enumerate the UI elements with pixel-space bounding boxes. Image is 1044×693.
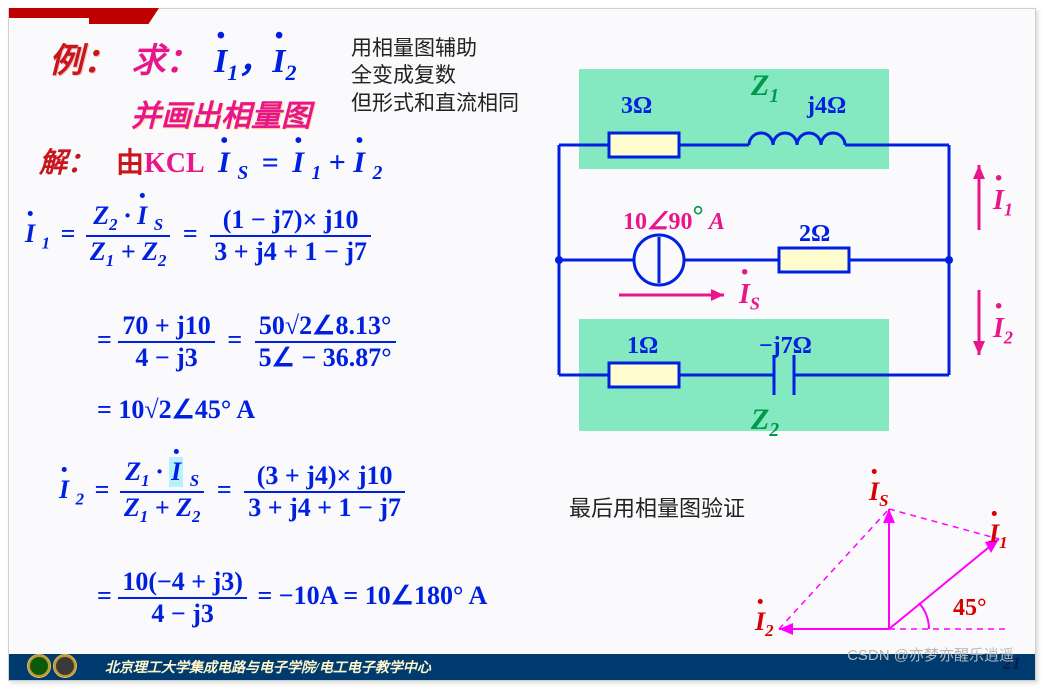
eq2-f1-den: 4 − j3: [118, 341, 214, 373]
is-sub: S: [750, 294, 760, 314]
slide-canvas: 例： 求： I1，I2 并画出相量图 用相量图辅助 全变成复数 但形式和直流相同…: [8, 8, 1036, 681]
footer-logos: [27, 654, 77, 678]
title-i2-sub: 2: [286, 60, 297, 85]
i2-arrow-label: I: [993, 313, 1004, 345]
eq4-frac1: Z1 · I S Z1 + Z2: [120, 457, 205, 527]
eq4-lhs-i: I: [59, 475, 69, 505]
label-2ohm: 2Ω: [799, 221, 830, 248]
pd-is: I: [869, 477, 879, 507]
title-i1: I: [214, 43, 227, 81]
eq1-eq: =: [61, 219, 76, 248]
eq1-lhs-sub: 1: [42, 233, 50, 252]
eq4-f2-den: 3 + j4 + 1 − j7: [244, 491, 405, 523]
kcl-i2: I: [353, 146, 365, 180]
pd-i1: I: [989, 519, 999, 549]
kcl-plus: +: [329, 146, 346, 179]
header-bar: [9, 8, 91, 18]
verify-text: 最后用相量图验证: [569, 491, 745, 523]
eq2-f2-num: 50√2∠8.13°: [255, 311, 396, 341]
label-j4: j4Ω: [807, 93, 846, 120]
eq4-f1-is: S: [190, 471, 199, 490]
pd-i2: I: [755, 607, 765, 637]
header-tab: [89, 8, 159, 24]
i2-arrow-sub: 2: [1004, 328, 1013, 348]
phasor-diagram: [759, 479, 1019, 649]
title-i1-sub: 1: [227, 60, 238, 85]
pd-is-sub: S: [879, 491, 888, 510]
kcl-is: I: [218, 146, 230, 180]
label-3ohm: 3Ω: [621, 93, 652, 120]
kcl-is-sub: S: [237, 163, 248, 184]
label-xc: −j7Ω: [759, 333, 812, 360]
eq4-lhs-sub: 2: [76, 489, 84, 508]
kcl-eq: =: [262, 146, 279, 179]
eq3: = 10√2∠45° A: [97, 395, 255, 425]
eq5-f1-den: 4 − j3: [118, 597, 247, 629]
eq1-f2-num: (1 − j7)× j10: [210, 205, 371, 235]
resistor-3ohm: [609, 133, 679, 157]
kcl-i1-sub: 1: [312, 163, 322, 184]
title-main: 求：: [132, 43, 200, 80]
eq1-f2-den: 3 + j4 + 1 − j7: [210, 235, 371, 267]
eq5-frac: 10(−4 + j3) 4 − j3: [118, 567, 247, 629]
z1-label: Z: [751, 69, 769, 102]
resistor-1ohm: [609, 363, 679, 387]
i1-arrow-label: I: [993, 185, 1004, 217]
pd-angle: 45°: [953, 595, 987, 622]
note-l1: 用相量图辅助: [351, 35, 519, 62]
kcl-i1: I: [292, 146, 304, 180]
z2-sub: 2: [769, 420, 779, 441]
z1-sub: 1: [769, 86, 779, 107]
eq1-f1-z2: 2: [109, 215, 117, 234]
pd-i1-sub: 1: [999, 533, 1007, 552]
src-unit: A: [704, 209, 725, 235]
src-ang-sym: ∠: [647, 209, 669, 235]
circuit-diagram: [549, 65, 1019, 445]
z2-label: Z: [751, 403, 769, 436]
note-l2: 全变成复数: [351, 62, 519, 89]
eq4-f2-num: (3 + j4)× j10: [244, 461, 405, 491]
eq4-f1d-z1: 1: [140, 507, 148, 526]
kcl-you: 由: [116, 148, 144, 179]
eq2-frac2: 50√2∠8.13° 5∠ − 36.87°: [255, 311, 396, 373]
kcl-label: KCL: [144, 148, 203, 179]
footer-text: 北京理工大学集成电路与电子学院/电工电子教学中心: [105, 657, 431, 677]
eq2-f1-num: 70 + j10: [118, 311, 214, 341]
eq1-frac1: Z2 · I S Z1 + Z2: [86, 201, 171, 271]
resistor-2ohm: [779, 248, 849, 272]
eq5-f1-num: 10(−4 + j3): [118, 567, 247, 597]
eq2-f2-den: 5∠ − 36.87°: [255, 341, 396, 373]
is-label: I: [739, 279, 750, 311]
pd-i2-sub: 2: [765, 621, 773, 640]
logo-2: [53, 654, 77, 678]
watermark: CSDN @亦梦亦醒乐逍遥: [847, 644, 1014, 665]
eq4-f1-z1: 1: [141, 471, 149, 490]
kcl-i2-sub: 2: [373, 163, 383, 184]
src-deg: °: [693, 201, 704, 232]
label-1ohm: 1Ω: [627, 333, 658, 360]
eq1-f1-is: S: [154, 215, 163, 234]
i1-arrow-sub: 1: [1004, 200, 1013, 220]
eq2-frac1: 70 + j10 4 − j3: [118, 311, 214, 373]
eq1-lhs-i: I: [25, 219, 35, 249]
eq4-f1d-z2: 2: [192, 507, 200, 526]
solution-prefix: 解：: [39, 148, 95, 179]
src-mag: 10: [623, 209, 647, 235]
title-i2: I: [272, 43, 285, 81]
eq4-frac2: (3 + j4)× j10 3 + j4 + 1 − j7: [244, 461, 405, 523]
example-prefix: 例：: [49, 43, 117, 80]
eq1-f1d-z1: 1: [106, 251, 114, 270]
logo-1: [27, 654, 51, 678]
eq1-f1d-z2: 2: [158, 251, 166, 270]
eq1-frac2: (1 − j7)× j10 3 + j4 + 1 − j7: [210, 205, 371, 267]
eq5-rest: = −10A = 10∠180° A: [257, 581, 487, 610]
src-ang: 90: [669, 209, 693, 235]
note-l3: 但形式和直流相同: [351, 90, 519, 117]
